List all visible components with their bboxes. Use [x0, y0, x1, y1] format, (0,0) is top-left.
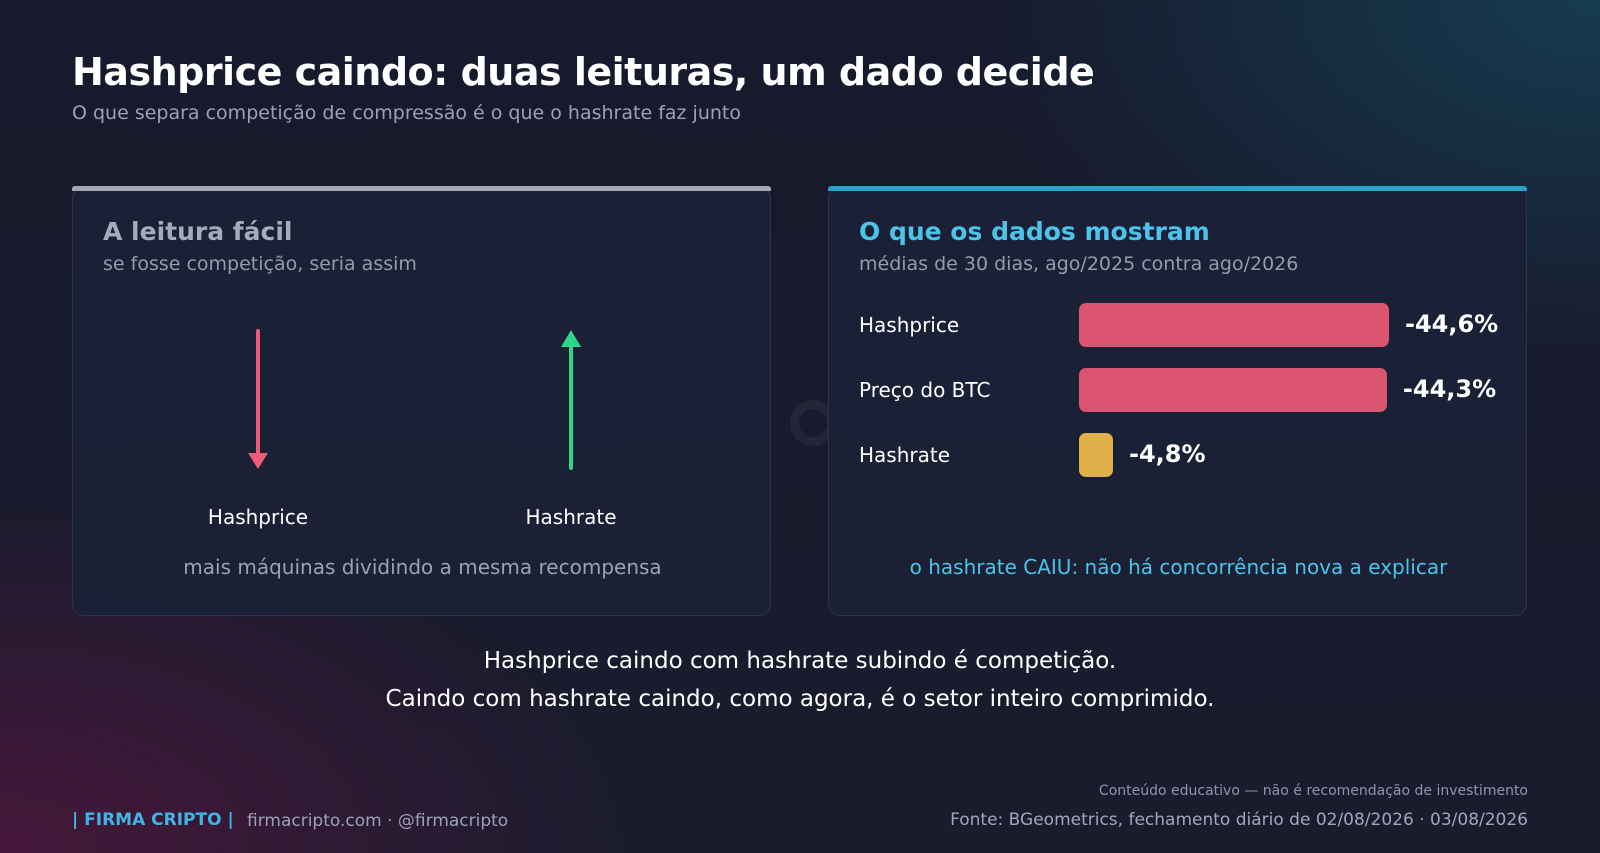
arrow-label-hashprice: Hashprice	[207, 505, 309, 529]
arrow-up-icon	[561, 330, 581, 470]
bar-btc-price	[1079, 368, 1387, 412]
card-subtitle: se fosse competição, seria assim	[103, 253, 417, 275]
card-title: A leitura fácil	[103, 217, 293, 246]
bar-label-hashrate: Hashrate	[859, 443, 951, 467]
conclusion-line-1: Hashprice caindo com hashrate subindo é …	[483, 648, 1117, 674]
conclusion-line-2: Caindo com hashrate caindo, como agora, …	[385, 686, 1215, 712]
bar-value-hashrate: -4,8%	[1129, 440, 1206, 468]
bar-hashrate	[1079, 433, 1113, 477]
page-title: Hashprice caindo: duas leituras, um dado…	[72, 50, 1095, 94]
data-card: O que os dados mostram médias de 30 dias…	[828, 186, 1527, 616]
card-accent-bar	[828, 186, 1527, 191]
arrow-label-hashrate: Hashrate	[525, 505, 617, 529]
direction-arrows	[248, 329, 581, 470]
page-subtitle: O que separa competição de compressão é …	[72, 102, 741, 124]
card-title: O que os dados mostram	[859, 217, 1210, 246]
bar-label-hashprice: Hashprice	[859, 313, 960, 337]
source-note: Fonte: BGeometrics, fechamento diário de…	[950, 810, 1528, 830]
brand-logo: | FIRMA CRIPTO |	[72, 810, 234, 830]
card-caption: o hashrate CAIU: não há concorrência nov…	[909, 555, 1448, 579]
disclaimer: Conteúdo educativo — não é recomendação …	[1098, 783, 1528, 799]
card-subtitle: médias de 30 dias, ago/2025 contra ago/2…	[859, 253, 1299, 275]
bar-value-btc-price: -44,3%	[1402, 375, 1497, 403]
card-accent-bar	[72, 186, 771, 191]
bar-value-hashprice: -44,6%	[1405, 310, 1499, 338]
bar-label-btc-price: Preço do BTC	[859, 378, 991, 402]
card-caption: mais máquinas dividindo a mesma recompen…	[183, 555, 662, 579]
easy-reading-card: A leitura fácil se fosse competição, ser…	[72, 186, 771, 616]
bar-hashprice	[1079, 303, 1389, 347]
site-links: firmacripto.com · @firmacripto	[247, 811, 509, 831]
arrow-down-icon	[248, 329, 268, 469]
